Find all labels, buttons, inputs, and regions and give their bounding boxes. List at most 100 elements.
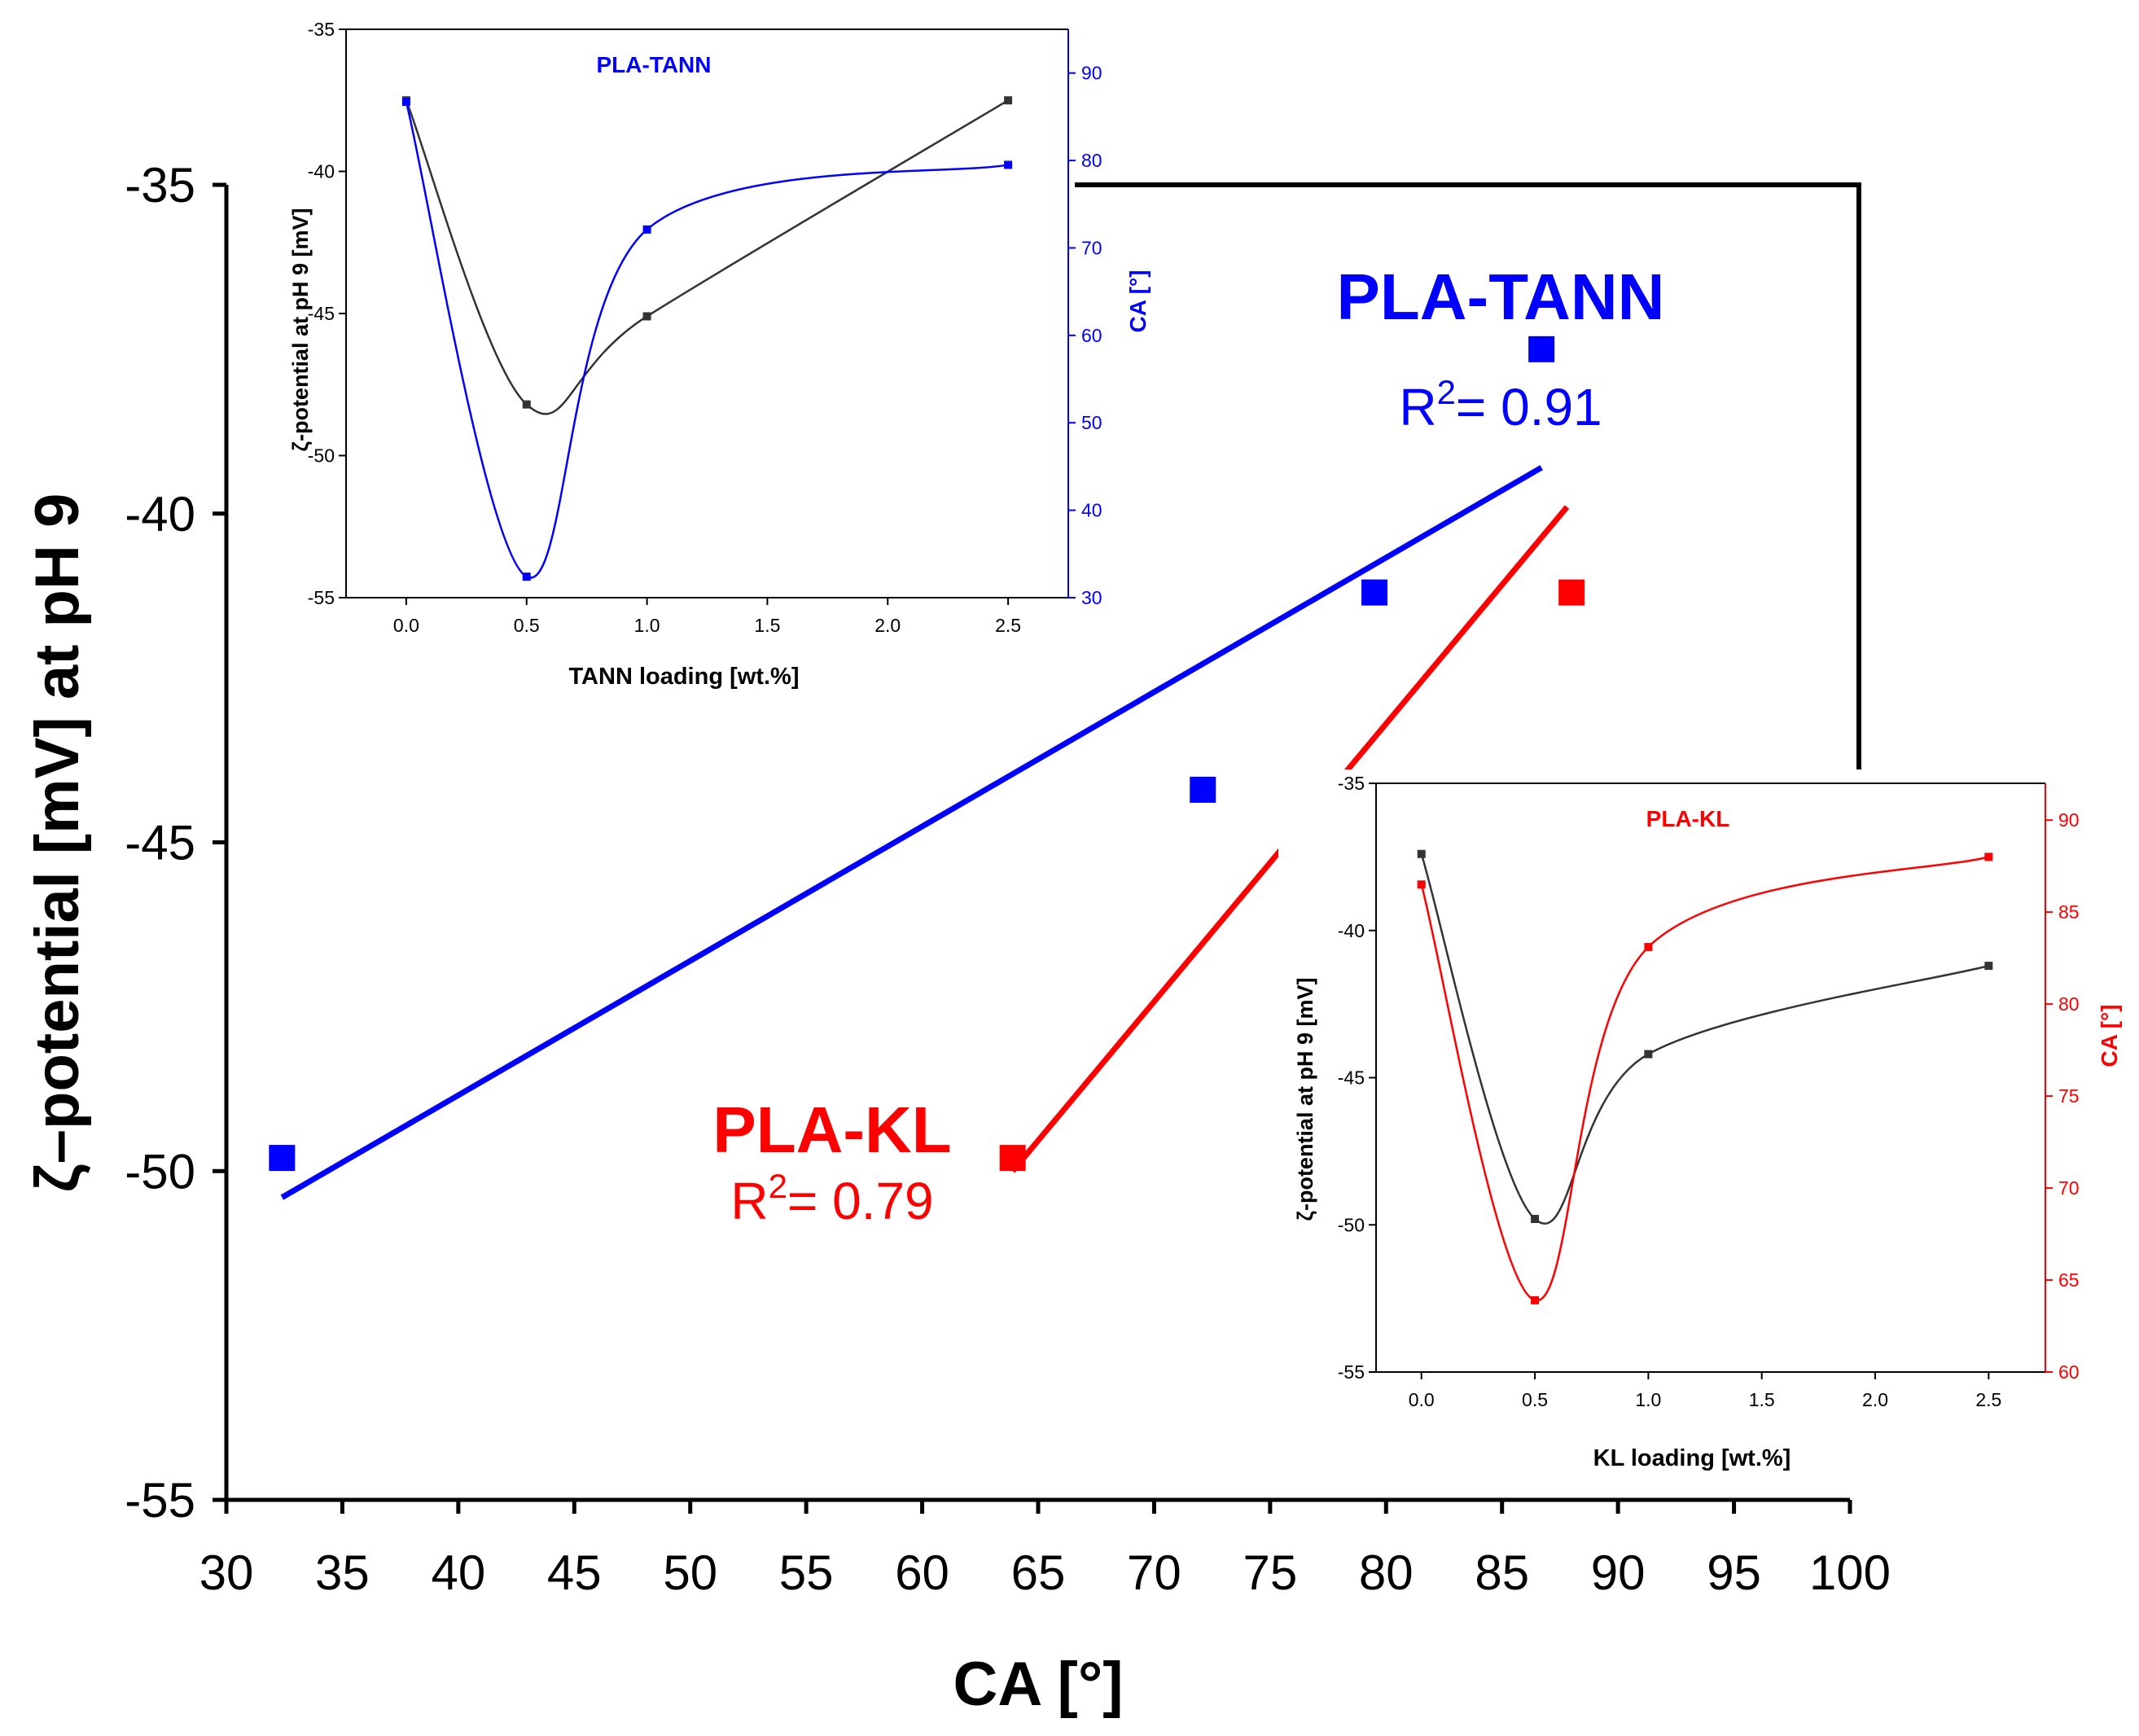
inset-kl-ca-point: [1417, 880, 1426, 889]
inset-tann-x-tick-label: 2.0: [874, 615, 901, 636]
inset-kl-left-tick-label: -35: [1338, 773, 1365, 794]
inset-tann-title: PLA-TANN: [596, 52, 711, 77]
inset-kl-x-tick-label: 0.5: [1522, 1389, 1548, 1410]
inset-kl-ca-point: [1644, 943, 1653, 952]
inset-kl-right-y-label: CA [°]: [2097, 1004, 2122, 1067]
inset-kl-x-tick-label: 1.0: [1635, 1389, 1661, 1410]
main-x-tick-label: 50: [663, 1545, 717, 1600]
main-x-ticks: 30 35 40 45 50 55 60 65 70 75 80 85 90 95 100: [199, 1500, 1891, 1600]
inset-kl-left-tick-label: -45: [1338, 1067, 1365, 1089]
inset-tann-ca-point: [1004, 160, 1013, 169]
main-x-tick-label: 45: [547, 1545, 602, 1600]
inset-kl-right-tick-label: 70: [2058, 1177, 2080, 1199]
inset-kl-right-tick-label: 60: [2058, 1361, 2080, 1383]
inset-kl-x-tick-label: 0.0: [1409, 1389, 1435, 1410]
main-x-tick-label: 30: [199, 1545, 254, 1600]
main-x-tick-label: 55: [779, 1545, 834, 1600]
inset-tann-right-tick-label: 90: [1081, 63, 1102, 84]
inset-tann-zeta-point: [642, 312, 651, 321]
inset-kl-ca-point: [1984, 853, 1993, 861]
inset-kl-left-tick-label: -55: [1338, 1361, 1365, 1383]
inset-tann-left-tick-label: -45: [308, 303, 335, 324]
inset-tann-x-tick-label: 1.0: [634, 615, 660, 636]
inset-tann-left-tick-label: -50: [308, 445, 335, 467]
pla-kl-r2-label: R2= 0.79: [730, 1167, 933, 1230]
inset-kl-zeta-point: [1417, 849, 1426, 858]
main-y-tick-label: -35: [125, 158, 195, 213]
inset-kl-left-y-label: ζ-potential at pH 9 [mV]: [1293, 978, 1317, 1221]
main-x-tick-label: 90: [1591, 1545, 1646, 1600]
main-x-tick-label: 95: [1707, 1545, 1761, 1600]
pla-kl-data-point: [999, 1145, 1026, 1172]
inset-tann-left-tick-label: -55: [308, 587, 335, 608]
inset-tann-left-y-label: ζ-potential at pH 9 [mV]: [288, 208, 313, 452]
inset-tann-x-tick-label: 2.5: [995, 615, 1021, 636]
inset-kl-right-tick-label: 65: [2058, 1269, 2080, 1291]
inset-kl-right-tick-label: 80: [2058, 993, 2080, 1015]
inset-tann-ca-point: [522, 572, 531, 581]
inset-connector-line: [1059, 182, 1861, 774]
main-x-tick-label: 85: [1475, 1545, 1529, 1600]
inset-kl-zeta-point: [1984, 962, 1993, 971]
inset-tann-right-tick-label: 60: [1081, 325, 1102, 346]
inset-tann-right-tick-label: 70: [1081, 237, 1102, 258]
main-y-ticks: -35 -40 -45 -50 -55: [125, 158, 226, 1528]
inset-tann-right-tick-label: 80: [1081, 150, 1102, 171]
inset-tann-ca-point: [401, 98, 410, 107]
inset-kl-x-tick-label: 2.0: [1862, 1389, 1888, 1410]
inset-tann-ca-point: [642, 225, 651, 234]
main-x-tick-label: 65: [1011, 1545, 1066, 1600]
inset-kl-ca-point: [1531, 1295, 1540, 1304]
inset-tann-x-tick-label: 0.0: [393, 615, 419, 636]
main-x-tick-label: 40: [431, 1545, 485, 1600]
main-y-tick-label: -55: [125, 1473, 195, 1528]
main-y-tick-label: -40: [125, 487, 195, 541]
main-y-tick-label: -50: [125, 1144, 195, 1199]
inset-kl-right-tick-label: 90: [2058, 809, 2080, 831]
main-x-tick-label: 100: [1809, 1545, 1891, 1600]
main-x-axis-label: CA [°]: [953, 1650, 1123, 1719]
inset-pla-kl-chart: PLA-KL KL loading [wt.%] ζ-potential at …: [1278, 769, 2133, 1486]
inset-pla-tann-chart: PLA-TANN TANN loading [wt.%] ζ-potential…: [288, 8, 1151, 725]
inset-kl-title: PLA-KL: [1646, 806, 1730, 831]
inset-kl-x-label: KL loading [wt.%]: [1593, 1445, 1791, 1471]
pla-tann-data-point: [1361, 579, 1388, 606]
inset-kl-background: [1278, 769, 2133, 1486]
inset-kl-left-tick-label: -50: [1338, 1214, 1365, 1235]
inset-kl-right-tick-label: 75: [2058, 1085, 2080, 1107]
inset-tann-zeta-point: [1004, 96, 1013, 105]
pla-tann-data-point: [1528, 335, 1555, 362]
pla-tann-data-point: [269, 1145, 296, 1172]
inset-tann-right-tick-label: 30: [1081, 587, 1102, 608]
inset-kl-x-tick-label: 2.5: [1975, 1389, 2001, 1410]
main-x-tick-label: 70: [1127, 1545, 1181, 1600]
pla-kl-series-label: PLA-KL: [712, 1094, 951, 1166]
main-x-tick-label: 60: [895, 1545, 949, 1600]
inset-tann-right-tick-label: 50: [1081, 412, 1102, 433]
inset-tann-x-tick-label: 1.5: [754, 615, 780, 636]
inset-tann-left-tick-label: -35: [308, 19, 335, 40]
main-x-tick-label: 75: [1243, 1545, 1297, 1600]
main-x-tick-label: 80: [1359, 1545, 1414, 1600]
inset-kl-zeta-point: [1644, 1050, 1653, 1059]
inset-tann-background: [293, 8, 1075, 725]
inset-kl-right-tick-label: 85: [2058, 901, 2080, 923]
inset-kl-zeta-point: [1531, 1215, 1540, 1224]
pla-tann-r2-label: R2= 0.91: [1399, 373, 1602, 436]
main-y-axis-label: ζ–potential [mV] at pH 9: [23, 493, 92, 1192]
inset-tann-x-label: TANN loading [wt.%]: [569, 664, 800, 690]
pla-tann-fit-line: [280, 465, 1543, 1200]
main-scatter-chart: 30 35 40 45 50 55 60 65 70 75 80 85 90 95 100 -35 -40 -4…: [23, 158, 1891, 1719]
main-data-points: [269, 335, 1585, 1172]
inset-kl-x-tick-label: 1.5: [1749, 1389, 1775, 1410]
inset-kl-ca-curve: [1420, 856, 1989, 1302]
inset-tann-zeta-point: [522, 400, 531, 409]
pla-tann-data-point: [1190, 776, 1216, 803]
inset-tann-right-tick-label: 40: [1081, 500, 1102, 521]
inset-tann-left-tick-label: -40: [308, 161, 335, 182]
pla-tann-series-label: PLA-TANN: [1337, 261, 1665, 333]
inset-tann-ca-curve: [405, 101, 1009, 579]
main-x-tick-label: 35: [315, 1545, 370, 1600]
main-y-tick-label: -45: [125, 816, 195, 870]
